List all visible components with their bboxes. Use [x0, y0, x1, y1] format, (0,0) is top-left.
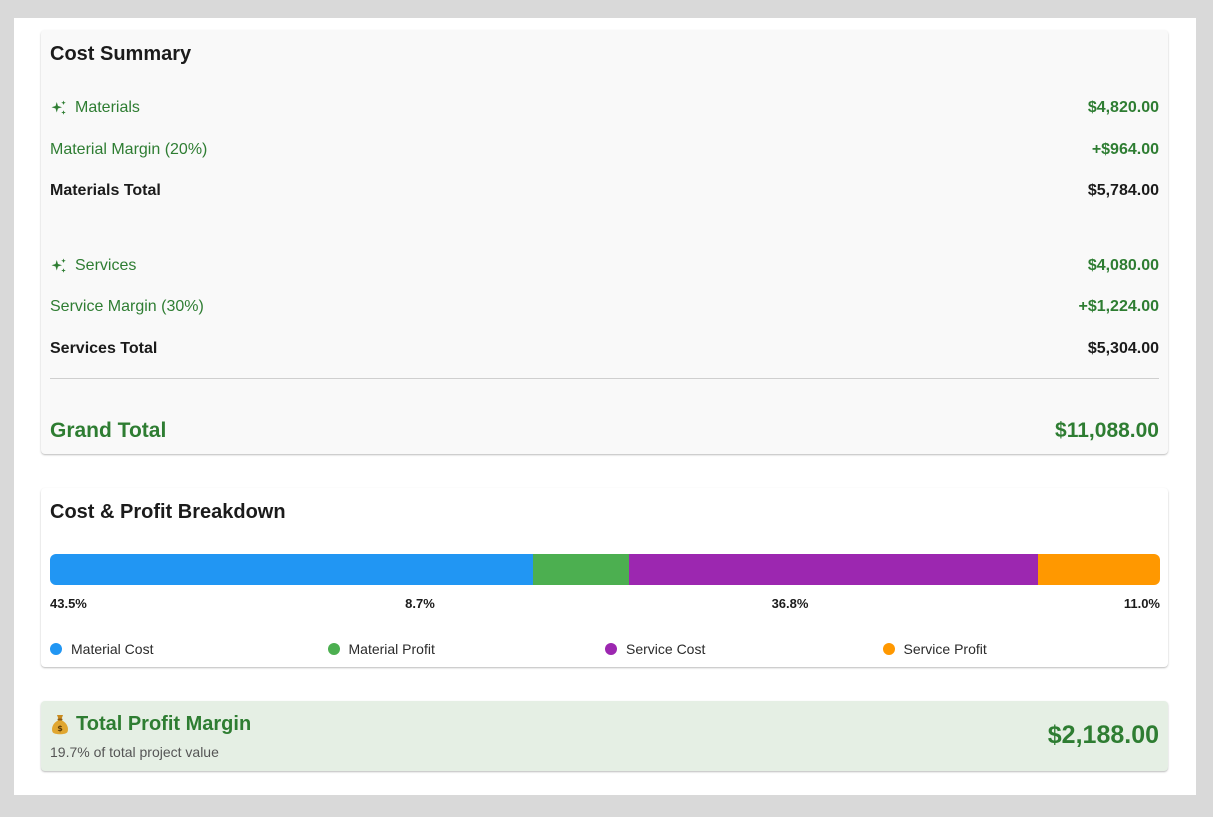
grand-total-row: Grand Total $11,088.00 [50, 416, 1159, 446]
materials-row: Materials $4,820.00 [50, 96, 1159, 120]
materials-amount: $4,820.00 [1087, 99, 1159, 116]
legend-item-service-cost: Service Cost [605, 641, 705, 657]
material-margin-row: Material Margin (20%) +$964.00 [50, 138, 1159, 162]
breakdown-card: Cost & Profit Breakdown 43.5% 8.7% 36.8% 11… [41, 488, 1168, 667]
summary-divider [50, 378, 1159, 379]
sparkle-icon [51, 258, 66, 273]
money-bag-icon: $ [52, 714, 68, 734]
profit-title: Total Profit Margin [76, 713, 252, 735]
legend-label: Service Cost [626, 641, 706, 657]
services-label: Services [75, 257, 137, 274]
legend-item-material-cost: Material Cost [50, 641, 153, 657]
breakdown-bar [50, 554, 1160, 585]
svg-text:$: $ [57, 724, 63, 733]
legend-dot [882, 643, 895, 655]
percent-label-material-profit: 8.7% [405, 596, 435, 611]
breakdown-title: Cost & Profit Breakdown [50, 501, 286, 523]
legend-label: Material Profit [348, 641, 435, 657]
legend-dot [605, 643, 617, 655]
percent-label-service-profit: 11.0% [1123, 596, 1160, 611]
profit-amount: $2,188.00 [1047, 721, 1159, 749]
material-margin-label: Material Margin (20%) [50, 141, 208, 158]
materials-label: Materials [75, 99, 140, 116]
service-margin-label: Service Margin (30%) [50, 298, 204, 315]
percent-label-service-cost: 36.8% [771, 596, 809, 611]
profit-card: $ Total Profit Margin 19.7% of total pro… [41, 701, 1168, 771]
bar-segment-service-profit [1037, 554, 1160, 585]
legend-dot [50, 643, 62, 655]
legend-label: Service Profit [903, 641, 987, 657]
material-margin-amount: +$964.00 [1091, 141, 1159, 158]
sparkle-icon [51, 100, 66, 115]
percent-label-material-cost: 43.5% [50, 596, 87, 611]
profit-subtitle: 19.7% of total project value [50, 744, 219, 760]
cost-summary-card: Cost Summary Materials $4,820.00 Materia… [41, 30, 1168, 454]
services-total-row: Services Total $5,304.00 [50, 337, 1159, 361]
services-total-amount: $5,304.00 [1087, 340, 1159, 357]
bar-segment-service-cost [629, 554, 1038, 585]
materials-total-amount: $5,784.00 [1087, 182, 1159, 199]
bar-segment-material-cost [50, 554, 533, 585]
cost-summary-title: Cost Summary [50, 43, 192, 65]
page: Cost Summary Materials $4,820.00 Materia… [14, 18, 1196, 795]
bar-segment-material-profit [532, 554, 630, 585]
grand-total-label: Grand Total [50, 419, 167, 442]
legend-item-material-profit: Material Profit [327, 641, 435, 657]
legend-item-service-profit: Service Profit [882, 641, 987, 657]
grand-total-amount: $11,088.00 [1055, 419, 1159, 442]
materials-total-row: Materials Total $5,784.00 [50, 179, 1159, 203]
services-row: Services $4,080.00 [50, 254, 1159, 278]
legend-label: Material Cost [71, 641, 154, 657]
materials-total-label: Materials Total [50, 182, 161, 199]
services-amount: $4,080.00 [1087, 257, 1159, 274]
services-total-label: Services Total [50, 340, 158, 357]
service-margin-row: Service Margin (30%) +$1,224.00 [50, 295, 1159, 319]
service-margin-amount: +$1,224.00 [1078, 298, 1159, 315]
profit-title-row: $ Total Profit Margin [50, 713, 251, 736]
legend-dot [327, 643, 340, 655]
